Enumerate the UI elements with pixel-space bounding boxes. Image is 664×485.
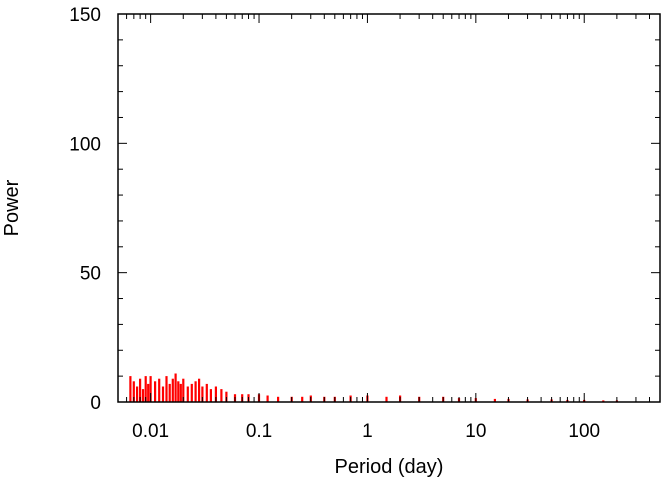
y-axis-label: Power	[1, 179, 23, 236]
x-tick-label-2: 1	[362, 421, 373, 442]
x-tick-label-1: 0.1	[246, 421, 272, 442]
x-axis-label: Period (day)	[335, 456, 444, 478]
y-tick-label-2: 100	[69, 134, 101, 155]
x-tick-label-0: 0.01	[132, 421, 169, 442]
y-tick-label-1: 50	[80, 264, 101, 285]
series-layer	[129, 373, 619, 402]
plot-frame	[117, 13, 661, 403]
y-tick-label-0: 0	[90, 393, 101, 414]
x-tick-label-3: 10	[465, 421, 486, 442]
y-tick-label-3: 150	[69, 5, 101, 26]
x-tick-label-4: 100	[568, 421, 600, 442]
tick-layer: 0.01 0.1 1 10 100 0 50 100 150	[69, 5, 660, 442]
